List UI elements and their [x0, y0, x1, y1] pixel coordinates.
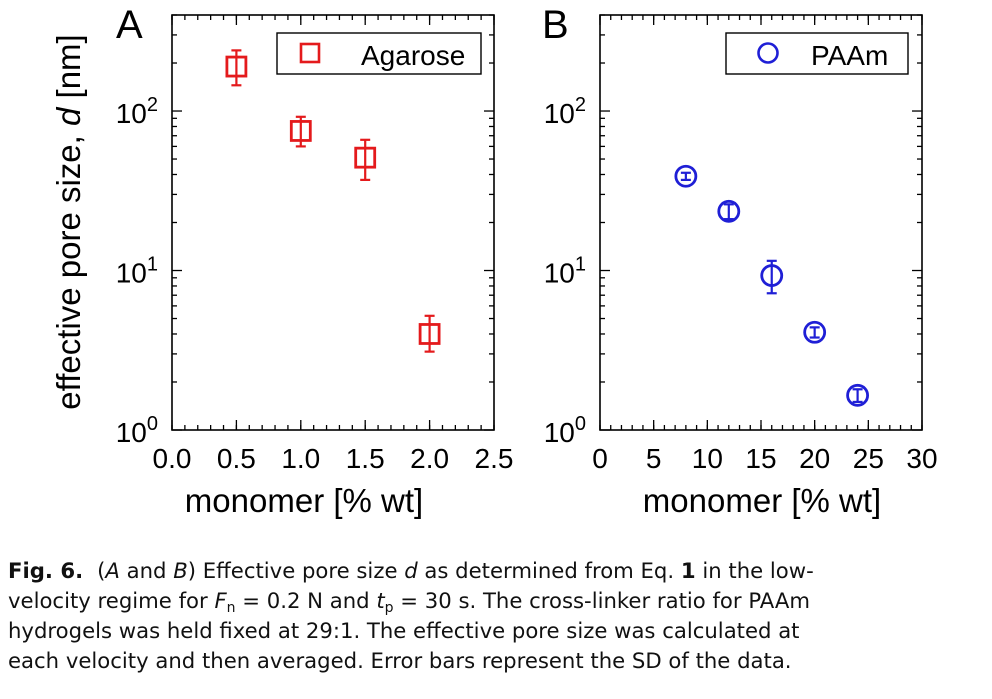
panel-a-marks: [225, 49, 441, 353]
caption-text: ) Effective pore size: [187, 558, 405, 583]
panel-a-y-tick-label: 102: [116, 94, 158, 129]
panel-b: 0 5 10 15 20 25 30 100 101 102 B monomer [% wt] P…: [542, 3, 938, 519]
caption-subscript-p: p: [384, 600, 394, 616]
caption-figure-label: Fig. 6.: [8, 558, 84, 583]
panel-b-x-axis-label: monomer [% wt]: [643, 482, 881, 519]
panel-a-legend-label: Agarose: [361, 40, 465, 71]
caption-equation-ref: 1: [680, 558, 696, 583]
y-axis-label-variable: d: [50, 106, 87, 126]
caption-line-2: velocity regime for Fn = 0.2 N and tp = …: [8, 586, 986, 616]
panel-b-legend: PAAm: [725, 32, 909, 75]
panel-b-data-point: [760, 264, 784, 287]
caption-subscript-n: n: [226, 600, 236, 616]
caption-text: in the low-: [695, 558, 814, 583]
panel-b-ticks: 0 5 10 15 20 25 30 100 101 102: [544, 14, 938, 474]
panel-a-label: A: [116, 3, 143, 47]
panel-b-legend-label: PAAm: [811, 40, 888, 71]
panel-b-marks: [674, 164, 869, 407]
panel-a-legend: Agarose: [276, 32, 482, 75]
panel-a-x-tick-label: 2.5: [475, 443, 514, 474]
panel-a-y-tick-label: 101: [116, 254, 158, 289]
caption-text: velocity regime for: [8, 588, 215, 613]
panel-b-data-point: [803, 320, 827, 344]
panel-b-data-point: [846, 383, 869, 407]
panel-b-x-tick-label: 10: [692, 443, 723, 474]
panel-b-legend-box: [725, 32, 909, 75]
panel-a-x-tick-label: 0.5: [217, 443, 256, 474]
figure-caption: Fig. 6. (A and B) Effective pore size d a…: [8, 556, 986, 676]
panel-b-legend-marker: [757, 42, 779, 64]
caption-line-3: hydrogels was held fixed at 29:1. The ef…: [8, 618, 800, 643]
caption-text: (: [97, 558, 106, 583]
panel-b-y-tick-label: 101: [544, 254, 586, 289]
panel-b-y-tick-label: 100: [544, 413, 586, 448]
panel-b-label: B: [542, 3, 569, 47]
caption-variable-d: d: [404, 558, 418, 583]
panel-a-plot-frame: [171, 14, 495, 431]
panel-a-data-point: [225, 55, 248, 78]
y-axis-label-unit: [nm]: [50, 34, 87, 107]
panel-a-x-axis-label: monomer [% wt]: [185, 482, 423, 519]
panel-b-x-tick-label: 20: [799, 443, 830, 474]
panel-a-legend-marker: [299, 42, 321, 64]
caption-variable-t: t: [376, 588, 385, 613]
panel-a-x-tick-label: 1.5: [346, 443, 385, 474]
y-axis-label: effective pore size, d [nm]: [50, 34, 87, 409]
caption-text: = 30 s. The cross-linker ratio for PAAm: [393, 588, 810, 613]
panel-a: 0.0 0.5 1.0 1.5 2.0 2.5 100 101 102 A monomer [%…: [116, 3, 514, 519]
panel-b-x-tick-label: 15: [745, 443, 776, 474]
panel-a-legend-box: [276, 32, 482, 75]
panel-b-x-tick-label: 0: [592, 443, 608, 474]
figure: effective pore size, d [nm] 0.0 0.5 1.0 1.5…: [50, 3, 938, 519]
panel-a-ticks: 0.0 0.5 1.0 1.5 2.0 2.5 100 101 102: [116, 14, 514, 474]
panel-b-y-tick-label: 102: [544, 94, 586, 129]
caption-line-4: each velocity and then averaged. Error b…: [8, 648, 792, 673]
panel-a-data-point: [289, 120, 312, 142]
caption-line-1: Fig. 6. (A and B) Effective pore size d a…: [8, 556, 986, 586]
caption-text: and: [119, 558, 174, 583]
caption-text: as determined from Eq.: [417, 558, 681, 583]
caption-variable-f: F: [214, 588, 227, 613]
panel-b-x-tick-label: 5: [646, 443, 662, 474]
panel-a-x-tick-label: 0.0: [153, 443, 192, 474]
panel-b-data-point: [674, 164, 698, 188]
y-axis-label-text: effective pore size,: [50, 126, 87, 410]
caption-text: = 0.2 N and: [235, 588, 377, 613]
panel-a-x-tick-label: 1.0: [281, 443, 320, 474]
panel-a-x-tick-label: 2.0: [410, 443, 449, 474]
panel-b-plot-frame: [599, 14, 923, 431]
panel-b-x-tick-label: 25: [853, 443, 884, 474]
panel-b-data-point: [717, 199, 741, 223]
caption-panel-b-ref: B: [173, 558, 188, 583]
panel-a-data-point: [418, 323, 441, 345]
panel-a-y-tick-label: 100: [116, 413, 158, 448]
panel-b-x-tick-label: 30: [906, 443, 937, 474]
caption-panel-a-ref: A: [105, 558, 120, 583]
panel-a-data-point: [354, 146, 377, 169]
